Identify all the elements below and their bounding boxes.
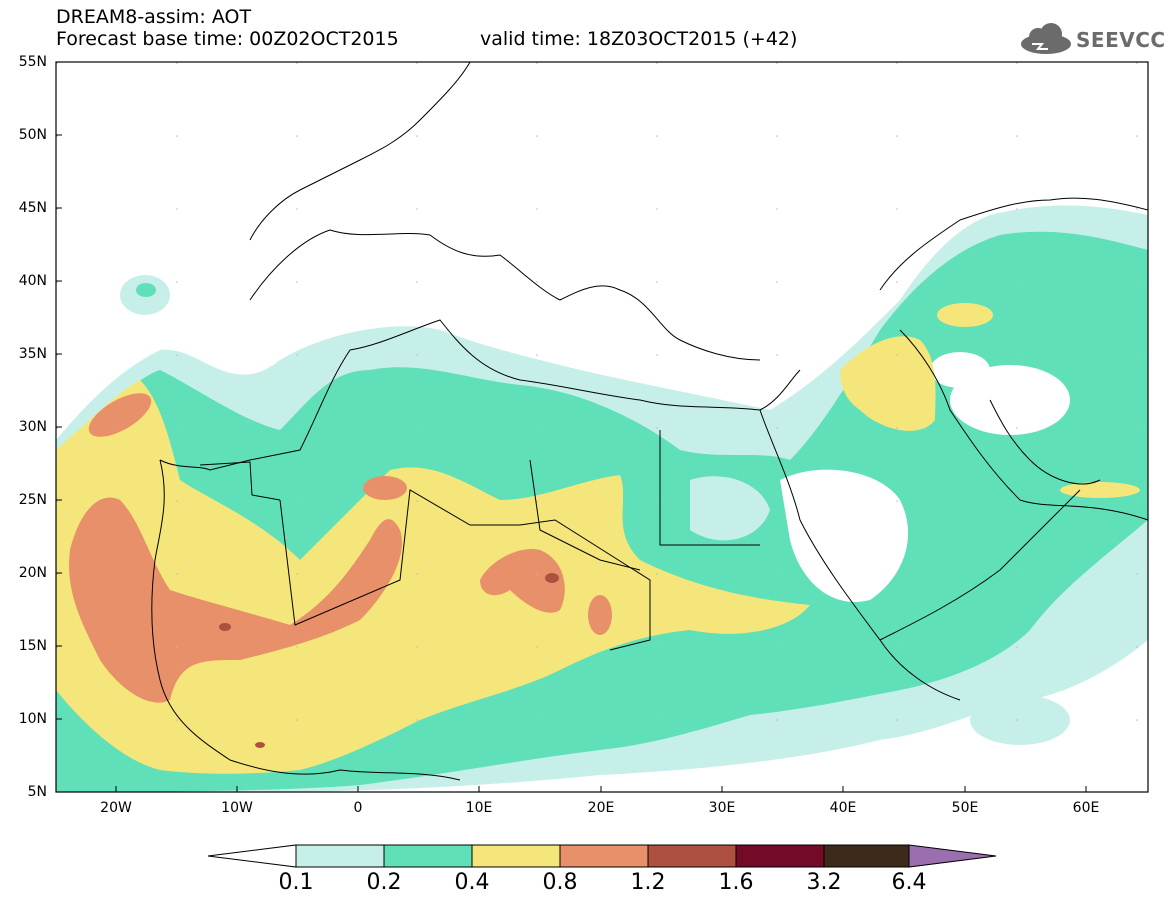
lat-label: 45N [18,200,47,216]
cloud-icon [1021,23,1071,54]
lat-label: 40N [18,273,47,289]
map-ticks [56,61,1087,792]
valid-time: valid time: 18Z03OCT2015 (+42) [480,28,798,50]
lon-label: 10E [465,800,493,816]
lat-label: 20N [18,565,47,581]
map-title: DREAM8-assim: AOT [56,6,252,28]
lat-label: 15N [18,638,47,654]
lat-label: 5N [27,784,47,800]
map-header: DREAM8-assim: AOT Forecast base time: 00… [56,6,399,50]
colorbar-label: 3.2 [806,870,842,895]
aot-field [56,62,1148,792]
lat-label: 30N [18,419,47,435]
lon-label: 20E [587,800,615,816]
lon-label: 60E [1072,800,1100,816]
colorbar-label: 6.4 [891,870,927,895]
lat-label: 55N [18,54,47,70]
colorbar-label: 0.8 [542,870,578,895]
colorbar-label: 0.1 [278,870,314,895]
colorbar-label: 1.2 [630,870,666,895]
lon-label: 20W [100,800,132,816]
colorbar-label: 0.4 [454,870,490,895]
base-time: Forecast base time: 00Z02OCT2015 [56,28,399,50]
colorbar-label: 1.6 [718,870,754,895]
lon-label: 10W [221,800,253,816]
lon-label: 0 [353,800,363,816]
lat-label: 35N [18,346,47,362]
lat-label: 10N [18,711,47,727]
logo-text: SEEVCCC [1076,28,1165,52]
lat-label: 25N [18,492,47,508]
lon-label: 30E [708,800,736,816]
colorbar-label: 0.2 [366,870,402,895]
lat-label: 50N [18,127,47,143]
lon-label: 50E [951,800,979,816]
seevccc-logo: SEEVCCC [1018,22,1165,58]
lon-label: 40E [829,800,857,816]
coastlines [151,62,1148,781]
